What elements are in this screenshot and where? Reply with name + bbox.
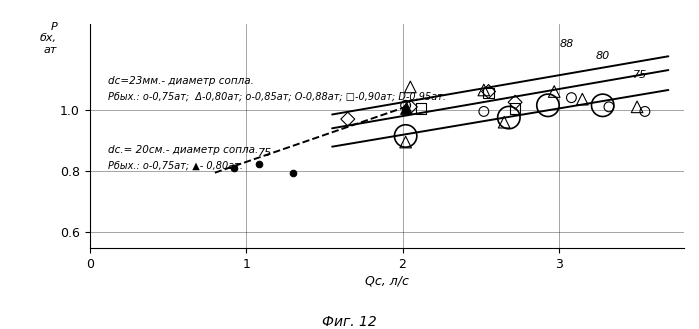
Point [228, 165, 239, 171]
Text: dс=23мм.- диаметр сопла.: dс=23мм.- диаметр сопла. [108, 76, 254, 86]
Point [343, 116, 354, 122]
Point [478, 88, 489, 93]
X-axis label: Qс, л/с: Qс, л/с [365, 275, 409, 288]
Point [603, 104, 614, 110]
Point [405, 104, 416, 110]
Point [640, 109, 651, 114]
Text: P
бх,
ат: P бх, ат [40, 22, 57, 55]
Text: 80: 80 [596, 51, 610, 61]
Point [549, 89, 560, 94]
Point [510, 106, 521, 111]
Text: Pбых.: о-0,75ат;  Δ-0,80ат; о-0,85ат; О-0,88ат; □-0,90ат; D-0,95ат.: Pбых.: о-0,75ат; Δ-0,80ат; о-0,85ат; О-0… [108, 91, 445, 101]
Point [400, 106, 411, 111]
Point [542, 103, 554, 108]
Text: Pбых.: о-0,75ат; ▲- 0,80ат.: Pбых.: о-0,75ат; ▲- 0,80ат. [108, 161, 243, 170]
Point [405, 84, 416, 89]
Text: Фиг. 12: Фиг. 12 [322, 315, 377, 329]
Point [483, 90, 494, 96]
Point [416, 106, 427, 111]
Point [631, 104, 642, 110]
Text: 75: 75 [258, 148, 272, 158]
Point [565, 95, 577, 100]
Point [253, 161, 264, 166]
Point [400, 139, 411, 145]
Point [483, 89, 494, 94]
Text: 88: 88 [560, 39, 574, 49]
Text: dс.= 20см.- диаметр сопла.: dс.= 20см.- диаметр сопла. [108, 145, 258, 155]
Point [577, 96, 588, 102]
Point [503, 115, 514, 120]
Point [400, 103, 411, 108]
Point [287, 170, 298, 175]
Point [498, 119, 510, 125]
Point [478, 109, 489, 114]
Point [597, 103, 608, 108]
Point [400, 133, 411, 139]
Point [510, 100, 521, 105]
Text: 75: 75 [633, 70, 647, 80]
